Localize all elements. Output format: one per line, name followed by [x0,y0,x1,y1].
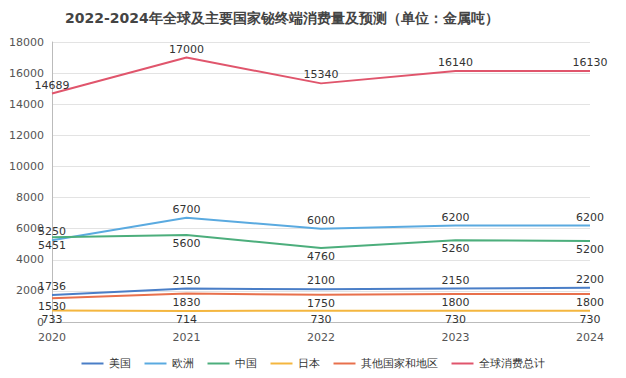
svg-text:1830: 1830 [173,296,201,309]
svg-text:1800: 1800 [576,296,604,309]
svg-text:0: 0 [37,315,44,329]
svg-text:2020: 2020 [38,331,66,344]
svg-text:733: 733 [42,313,63,326]
svg-text:2100: 2100 [307,274,335,287]
svg-text:2000: 2000 [16,284,44,298]
svg-text:5260: 5260 [442,242,470,255]
svg-text:16140: 16140 [438,56,473,69]
svg-text:12000: 12000 [9,129,44,142]
svg-text:1750: 1750 [307,297,335,310]
svg-text:6200: 6200 [576,211,604,224]
svg-text:18000: 18000 [9,36,44,49]
svg-text:欧洲: 欧洲 [172,357,194,370]
svg-text:16130: 16130 [573,56,608,69]
svg-text:5451: 5451 [38,239,66,252]
svg-text:6000: 6000 [16,222,44,236]
svg-text:5250: 5250 [38,225,66,238]
svg-text:2022: 2022 [307,331,335,344]
svg-text:2023: 2023 [442,331,470,344]
svg-text:5600: 5600 [173,237,201,250]
svg-text:4760: 4760 [307,250,335,263]
svg-text:730: 730 [580,313,601,326]
svg-text:730: 730 [311,313,332,326]
svg-text:14689: 14689 [35,79,70,92]
svg-text:714: 714 [176,313,197,326]
svg-text:日本: 日本 [298,357,320,370]
svg-text:2200: 2200 [576,273,604,286]
svg-text:2021: 2021 [173,331,201,344]
svg-text:其他国家和地区: 其他国家和地区 [361,357,438,370]
svg-text:1800: 1800 [442,296,470,309]
svg-text:16000: 16000 [9,66,44,80]
svg-text:美国: 美国 [109,357,131,370]
svg-text:2150: 2150 [442,274,470,287]
svg-text:全球消费总计: 全球消费总计 [479,357,545,370]
svg-text:6000: 6000 [307,214,335,227]
svg-text:中国: 中国 [235,357,257,370]
svg-text:2022-2024年全球及主要国家铋终端消费量及预测（单位：: 2022-2024年全球及主要国家铋终端消费量及预测（单位：金属吨） [65,10,499,26]
svg-text:5200: 5200 [576,243,604,256]
svg-text:17000: 17000 [169,43,204,56]
svg-text:6700: 6700 [173,203,201,216]
svg-text:1530: 1530 [38,300,66,313]
svg-text:4000: 4000 [16,253,44,266]
svg-text:10000: 10000 [9,160,44,173]
svg-text:8000: 8000 [16,191,44,204]
svg-text:2024: 2024 [576,331,604,344]
svg-text:730: 730 [445,313,466,326]
svg-text:1736: 1736 [38,280,66,293]
svg-text:2150: 2150 [173,274,201,287]
svg-text:14000: 14000 [9,98,44,111]
svg-text:15340: 15340 [304,68,339,81]
svg-text:6200: 6200 [442,211,470,224]
